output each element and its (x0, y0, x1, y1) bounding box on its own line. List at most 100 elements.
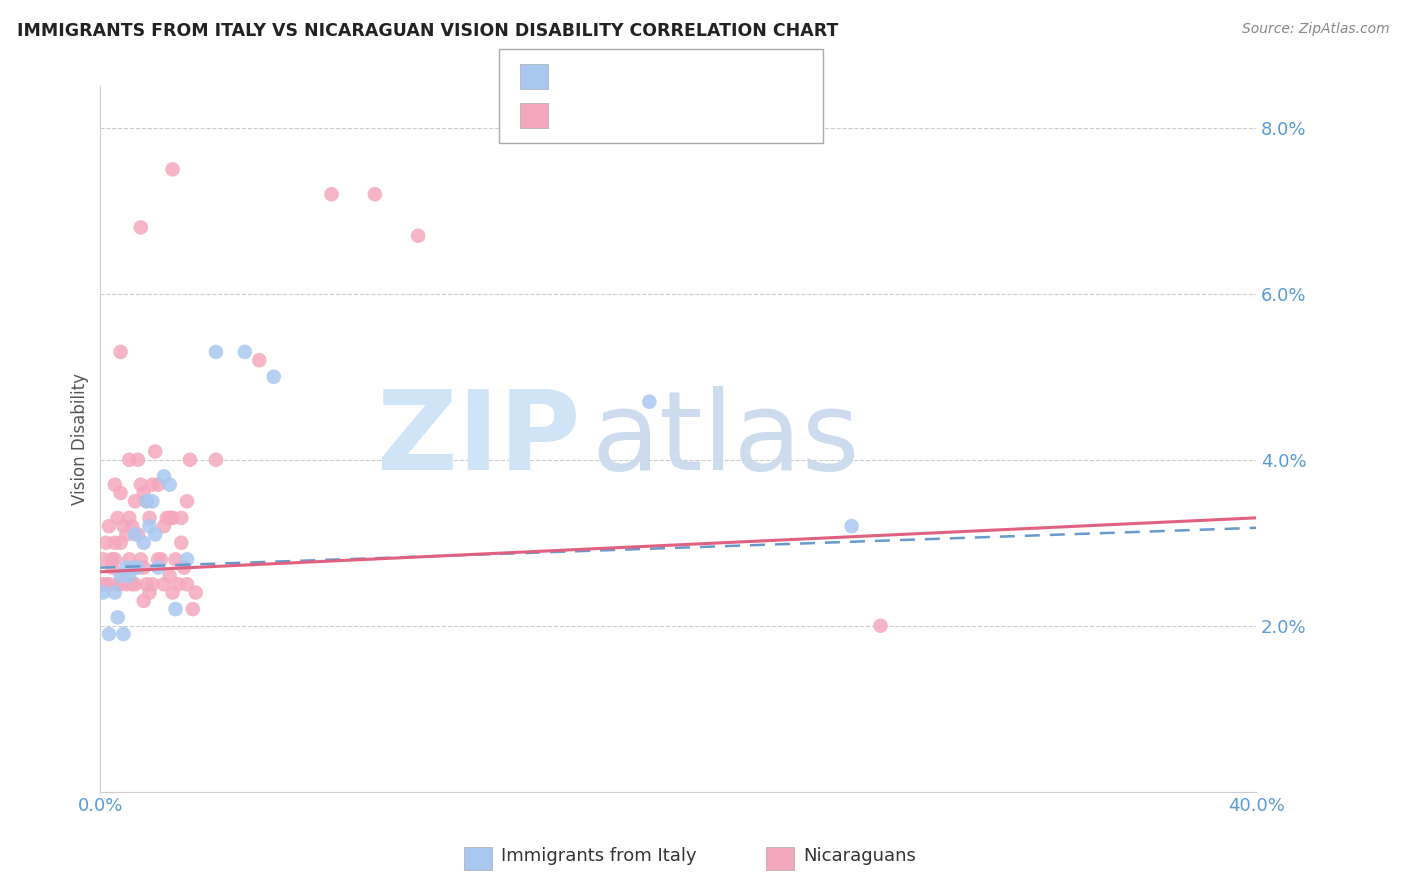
Point (143, 444, 166, 458)
Point (135, 577, 157, 591)
Point (150, 552, 173, 566)
Y-axis label: Vision Disability: Vision Disability (72, 373, 89, 505)
Point (141, 477, 163, 491)
Text: Nicaraguans: Nicaraguans (803, 847, 915, 864)
Point (107, 511, 129, 525)
Point (162, 162, 184, 177)
Point (263, 369, 285, 384)
Point (233, 345, 256, 359)
Point (167, 577, 190, 591)
Point (129, 477, 152, 491)
Point (138, 511, 160, 525)
Point (165, 602, 187, 616)
Point (146, 560, 169, 574)
Point (104, 535, 127, 549)
Point (129, 220, 152, 235)
Point (638, 394, 661, 409)
Text: N = 26: N = 26 (682, 64, 749, 82)
Point (110, 577, 132, 591)
Point (205, 452, 228, 467)
Text: R = 0.047: R = 0.047 (558, 64, 648, 82)
Point (141, 494, 163, 508)
Point (364, 187, 387, 202)
Point (124, 527, 146, 541)
Point (138, 519, 160, 533)
Point (869, 618, 891, 632)
Point (118, 452, 141, 467)
Point (146, 477, 169, 491)
Point (101, 552, 124, 566)
Point (135, 494, 157, 508)
Point (247, 353, 270, 368)
Point (132, 486, 155, 500)
Point (110, 535, 132, 549)
Point (127, 527, 149, 541)
Point (112, 519, 135, 533)
Point (115, 577, 138, 591)
Point (104, 477, 127, 491)
Text: atlas: atlas (592, 385, 860, 492)
Point (115, 527, 138, 541)
Point (127, 452, 149, 467)
Point (138, 585, 160, 599)
Point (406, 228, 429, 243)
Point (159, 511, 181, 525)
Point (94, 577, 117, 591)
Point (135, 494, 157, 508)
Point (170, 535, 193, 549)
Point (91, 552, 114, 566)
Point (141, 577, 163, 591)
Point (112, 569, 135, 583)
Point (162, 585, 184, 599)
Point (124, 577, 146, 591)
Point (841, 519, 863, 533)
Point (181, 602, 204, 616)
Point (162, 511, 184, 525)
Point (129, 552, 152, 566)
Point (176, 494, 198, 508)
Point (118, 552, 141, 566)
Point (121, 519, 143, 533)
Point (143, 527, 166, 541)
Point (170, 511, 193, 525)
Point (107, 610, 129, 624)
Point (94, 535, 117, 549)
Point (153, 469, 176, 483)
Point (176, 577, 198, 591)
Text: R = 0.054: R = 0.054 (558, 101, 648, 119)
Point (91, 585, 114, 599)
Point (118, 511, 141, 525)
Point (159, 569, 181, 583)
Point (132, 535, 155, 549)
Point (104, 552, 127, 566)
Text: Source: ZipAtlas.com: Source: ZipAtlas.com (1241, 22, 1389, 37)
Point (176, 552, 198, 566)
Point (104, 585, 127, 599)
Point (98, 627, 121, 641)
Point (110, 345, 132, 359)
Point (91, 577, 114, 591)
Point (156, 511, 179, 525)
Point (205, 345, 228, 359)
Point (107, 577, 129, 591)
Point (173, 560, 195, 574)
Point (153, 577, 176, 591)
Point (321, 187, 343, 202)
Point (132, 560, 155, 574)
Point (159, 477, 181, 491)
Text: IMMIGRANTS FROM ITALY VS NICARAGUAN VISION DISABILITY CORRELATION CHART: IMMIGRANTS FROM ITALY VS NICARAGUAN VISI… (17, 22, 838, 40)
Point (184, 585, 207, 599)
Point (132, 594, 155, 608)
Point (179, 452, 201, 467)
Point (153, 519, 176, 533)
Point (124, 494, 146, 508)
Point (101, 560, 124, 574)
Point (165, 552, 187, 566)
Text: Immigrants from Italy: Immigrants from Italy (501, 847, 696, 864)
Text: N = 68: N = 68 (682, 101, 749, 119)
Point (127, 560, 149, 574)
Point (121, 560, 143, 574)
Point (112, 627, 135, 641)
Point (98, 577, 121, 591)
Text: ZIP: ZIP (377, 385, 581, 492)
